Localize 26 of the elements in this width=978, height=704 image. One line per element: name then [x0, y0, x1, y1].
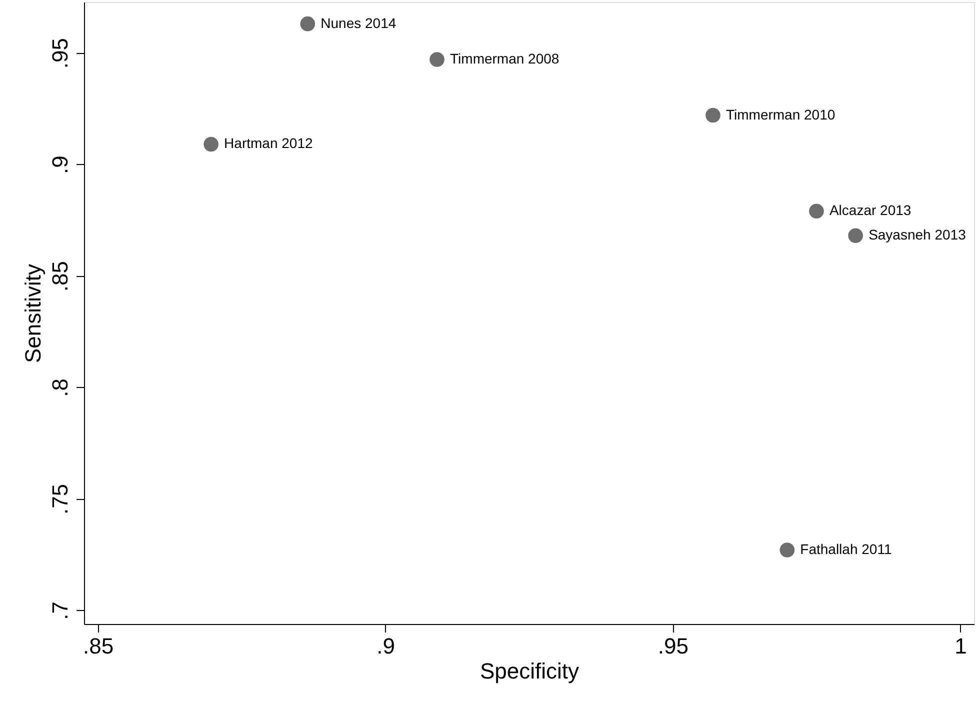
point [300, 16, 316, 32]
series-label: Fathallah 2011 [800, 540, 892, 557]
y-tick-label: .95 [48, 38, 72, 69]
x-axis-title: Specificity [480, 658, 580, 684]
y-tick-label: .9 [48, 156, 72, 174]
y-tick-label: .7 [48, 602, 72, 620]
x-tick-label: 1 [954, 634, 967, 658]
point [780, 542, 795, 558]
x-tick-label: .85 [83, 634, 114, 658]
point [706, 108, 720, 123]
series-label: Timmerman 2010 [726, 106, 836, 122]
series-label: Alcazar 2013 [829, 202, 912, 218]
point [204, 136, 218, 152]
series-label: Timmerman 2008 [450, 50, 560, 67]
series-label: Nunes 2014 [320, 14, 396, 31]
y-tick-label: .75 [48, 484, 72, 515]
point [430, 52, 444, 67]
y-tick-label: .85 [48, 260, 72, 292]
point [809, 204, 824, 219]
series-label: Sayasneh 2013 [868, 226, 966, 243]
y-axis-title: Sensitivity [20, 264, 46, 364]
y-tick-label: .8 [48, 378, 72, 397]
point [848, 228, 863, 244]
x-tick-label: .95 [658, 634, 689, 658]
x-tick-label: .9 [376, 634, 395, 658]
series-label: Hartman 2012 [224, 135, 313, 152]
